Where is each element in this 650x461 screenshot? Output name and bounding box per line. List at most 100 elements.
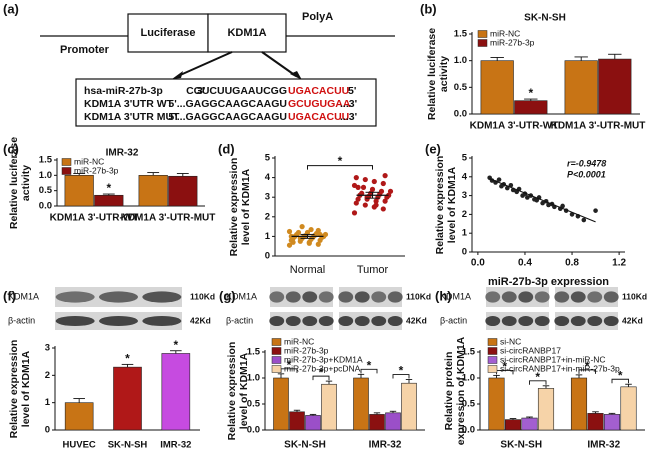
seq-end: ...3' — [340, 98, 357, 110]
bar — [603, 414, 621, 431]
bar — [620, 386, 637, 431]
legend-label: miR-NC — [284, 336, 314, 346]
bar — [113, 366, 142, 431]
x-axis-label: miR-27b-3p expression — [488, 276, 609, 288]
significance: * — [535, 370, 540, 384]
dot — [295, 229, 302, 236]
dot — [362, 176, 368, 183]
arrow-head — [290, 71, 302, 80]
legend-label: si-NC — [500, 336, 521, 346]
dot — [322, 231, 329, 238]
legend-swatch — [487, 338, 498, 346]
blot-size: 110Kd — [406, 291, 431, 301]
dot — [353, 200, 359, 206]
significance-bracket — [578, 369, 596, 374]
box-label: KDM1A — [227, 27, 266, 39]
bar — [401, 382, 417, 431]
chart-title: SK-N-SH — [524, 13, 566, 24]
blot-band — [587, 291, 603, 303]
legend-swatch — [487, 356, 498, 364]
dot — [369, 186, 376, 192]
arrow-head — [172, 71, 183, 79]
binding-site: GCUGUGAA — [288, 98, 351, 110]
legend-label: miR-27b-3p — [284, 345, 329, 355]
dot — [371, 178, 377, 185]
blot-band — [55, 291, 95, 303]
x-tick-label: SK-N-SH — [284, 440, 326, 451]
bar — [564, 60, 598, 115]
y-tick-label: 0.5 — [39, 185, 53, 196]
legend-label: miR-27b-3p+pcDNA — [284, 363, 361, 373]
dot — [386, 192, 392, 198]
x-tick-label: KDM1A 3'-UTR-MUT — [551, 121, 646, 132]
blot-band — [518, 315, 534, 327]
dot — [353, 175, 359, 181]
panel-label: (g) — [219, 288, 236, 303]
blot-label: KDM1A — [8, 291, 39, 301]
dot — [387, 188, 394, 194]
significance: * — [502, 360, 507, 374]
blot-background — [339, 287, 402, 307]
mutant-site: UGACACUU — [288, 111, 349, 123]
bar — [385, 412, 401, 431]
blot-band — [269, 291, 285, 303]
bar — [537, 388, 555, 431]
blot-band — [570, 315, 586, 327]
bar — [273, 377, 289, 431]
point — [593, 208, 598, 213]
blot-band — [142, 291, 182, 303]
blot-band — [554, 291, 570, 303]
y-tick-label: 5 — [462, 153, 468, 164]
blot-band — [554, 315, 570, 327]
seq: 5'...GAGGCAAGCAAGU — [168, 98, 287, 110]
x-tick-label: 0.4 — [518, 258, 532, 269]
significance: * — [528, 86, 533, 100]
blot-band — [501, 315, 517, 327]
x-tick-label: Tumor — [357, 264, 389, 276]
dot — [304, 229, 311, 236]
seq: 5'...GAGGCAAGCAAGU — [168, 111, 287, 123]
y-tick-label: 1 — [265, 231, 271, 242]
significance: * — [125, 352, 130, 366]
blot-background — [555, 287, 618, 307]
y-tick-label: 0 — [45, 425, 50, 436]
blot-band — [269, 315, 285, 327]
y-tick-label: 3 — [265, 192, 270, 203]
y-tick-label: 0.5 — [454, 82, 468, 93]
dot — [373, 198, 379, 204]
dot — [306, 240, 312, 246]
blot-label: KDM1A — [440, 291, 471, 301]
bar — [369, 414, 385, 431]
y-tick-label: 3 — [45, 343, 50, 354]
bar — [598, 58, 632, 115]
significance-bracket — [307, 165, 373, 170]
legend-swatch — [487, 347, 498, 355]
promoter-label: Promoter — [60, 44, 110, 56]
blot-band — [318, 291, 334, 303]
blot-band — [55, 315, 95, 327]
panel-label: (a) — [3, 1, 19, 16]
arrow — [261, 51, 297, 77]
chart-title: IMR-32 — [106, 148, 139, 159]
y-tick-label: 0.5 — [247, 399, 261, 410]
x-tick-label: SK-N-SH — [500, 440, 542, 451]
kdm1a-box — [207, 13, 287, 53]
blot-background — [486, 287, 549, 307]
dot — [380, 180, 386, 187]
y-axis-label: Relative expression — [434, 156, 446, 255]
x-tick-label: KDM1A 3'-UTR-WT — [50, 213, 139, 224]
panel-label: (f) — [3, 288, 16, 303]
blot-label: β-actin — [8, 315, 35, 325]
y-axis-label: level of KDM1A — [446, 166, 458, 243]
y-tick-label: 1.5 — [462, 347, 476, 358]
blot-band — [371, 315, 387, 327]
x-tick-label: 1.2 — [612, 258, 626, 269]
significance-bracket — [392, 374, 410, 379]
blot-band — [99, 315, 138, 327]
blot-band — [485, 315, 501, 327]
bar — [353, 377, 369, 431]
significance-bracket — [360, 368, 378, 374]
legend-swatch — [271, 347, 282, 355]
y-tick-label: 5 — [265, 153, 271, 164]
y-axis-label: Relative expression — [228, 158, 240, 257]
